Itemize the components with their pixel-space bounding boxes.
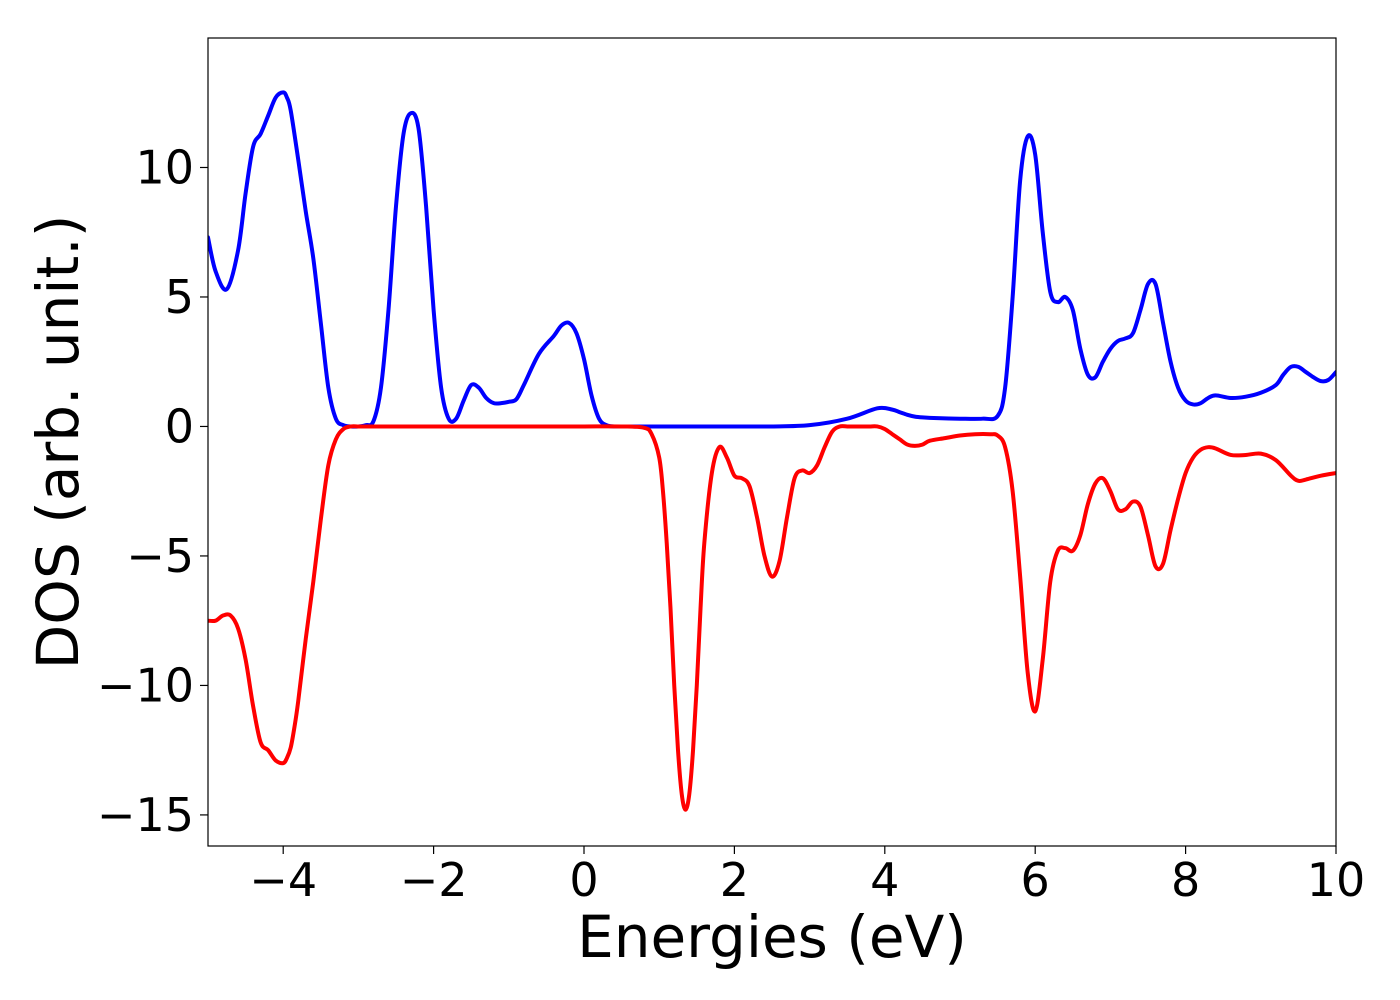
y-tick-label: 5 [165,270,194,324]
y-tick-label: −15 [97,788,194,842]
y-tick-label: 0 [165,399,194,453]
x-axis-label: Energies (eV) [577,903,967,971]
x-tick-label: 2 [720,853,749,907]
x-tick-label: 8 [1171,853,1200,907]
x-tick-label: 4 [870,853,899,907]
x-tick-label: −2 [400,853,468,907]
x-tick-label: 6 [1021,853,1050,907]
x-tick-label: 10 [1307,853,1366,907]
x-tick-label: 0 [569,853,598,907]
x-tick-label: −4 [249,853,317,907]
y-tick-label: −5 [126,529,194,583]
y-tick-label: −10 [97,658,194,712]
y-tick-label: 10 [135,140,194,194]
plot-frame [207,37,1337,847]
y-axis-label: DOS (arb. unit.) [24,215,92,670]
series-layer [208,90,1336,812]
x-axis-ticks: −4 −2 0 2 4 6 8 10 [249,846,1365,907]
y-axis-ticks: 10 5 0 −5 −10 −15 [97,140,208,842]
series-line-spin-down [208,424,1336,812]
